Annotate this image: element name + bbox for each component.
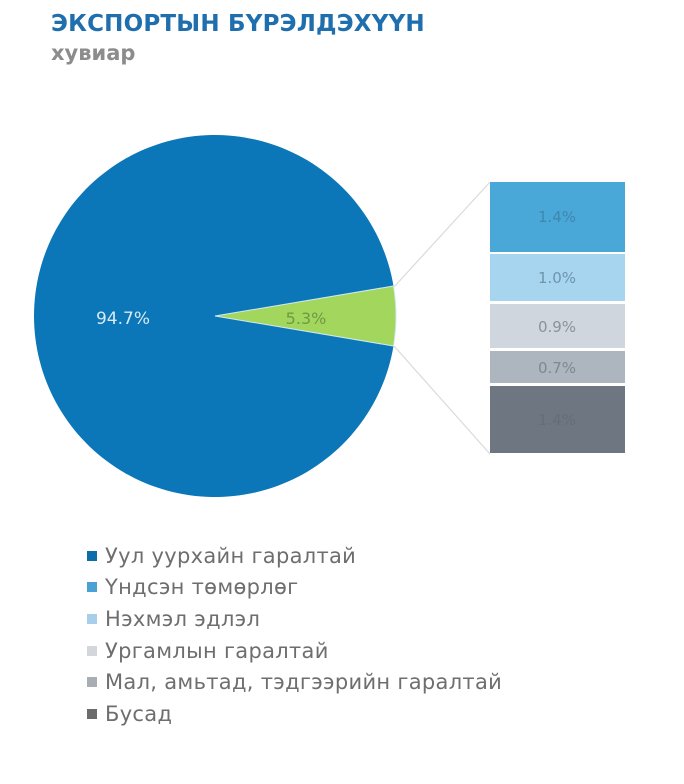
legend-label: Мал, амьтад, тэдгээрийн гаралтай — [105, 670, 503, 695]
legend-label: Ургамлын гаралтай — [105, 638, 329, 663]
pie-slice-other — [214, 285, 397, 347]
bar-segment-textiles — [490, 254, 625, 301]
connector-line-bottom — [393, 345, 491, 455]
legend-item-other: Бусад — [87, 698, 502, 730]
legend-swatch-icon — [87, 582, 97, 593]
bar-segment-other — [490, 386, 625, 453]
chart-title: ЭКСПОРТЫН БҮРЭЛДЭХҮҮН — [51, 11, 425, 37]
legend-item-mining: Уул уурхайн гаралтай — [87, 540, 502, 572]
legend-item-plant-origin: Ургамлын гаралтай — [87, 635, 502, 667]
connector-line-top — [393, 181, 491, 288]
legend-swatch-icon — [87, 550, 97, 561]
chart-subtitle: хувиар — [51, 41, 136, 65]
legend-label: Нэхмэл эдлэл — [105, 606, 261, 631]
legend-item-textiles: Нэхмэл эдлэл — [87, 603, 502, 635]
legend-item-animal-origin: Мал, амьтад, тэдгээрийн гаралтай — [87, 666, 502, 698]
chart-legend: Уул уурхайн гаралтай Үндсэн төмөрлөг Нэх… — [87, 540, 502, 730]
bar-segment-animal-origin — [490, 351, 625, 383]
bar-label-basic-metals: 1.4% — [538, 208, 576, 226]
bar-label-other: 1.4% — [538, 411, 576, 429]
legend-item-basic-metals: Үндсэн төмөрлөг — [87, 572, 502, 604]
legend-swatch-icon — [87, 677, 97, 688]
legend-swatch-icon — [87, 708, 97, 719]
legend-label: Үндсэн төмөрлөг — [105, 575, 299, 600]
bar-segment-basic-metals — [490, 182, 625, 252]
legend-label: Бусад — [105, 701, 173, 726]
pie-label-other: 5.3% — [286, 309, 327, 328]
pie-label-mining: 94.7% — [96, 309, 150, 329]
legend-label: Уул уурхайн гаралтай — [105, 543, 357, 568]
legend-swatch-icon — [87, 613, 97, 624]
legend-swatch-icon — [87, 645, 97, 656]
bar-label-textiles: 1.0% — [538, 269, 576, 287]
pie-slice-mining — [34, 134, 394, 497]
breakdown-bar: 1.4% 1.0% 0.9% 0.7% 1.4% — [490, 182, 625, 453]
bar-label-animal-origin: 0.7% — [538, 359, 576, 377]
bar-segment-plant-origin — [490, 304, 625, 348]
bar-label-plant-origin: 0.9% — [538, 318, 576, 336]
